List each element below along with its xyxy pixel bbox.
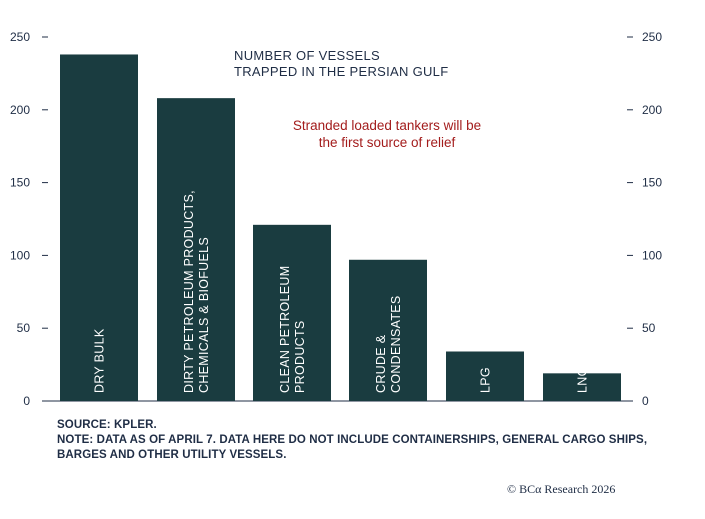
bar-label-1: DIRTY PETROLEUM PRODUCTS,CHEMICALS & BIO… <box>182 190 211 393</box>
publisher-credit: © BCα Research 2026 <box>507 482 616 496</box>
data-note-line-2: BARGES AND OTHER UTILITY VESSELS. <box>57 449 287 461</box>
y-axis-left-tick-label: 150 <box>10 176 30 190</box>
chart-footer: SOURCE: KPLER. NOTE: DATA AS OF APRIL 7.… <box>57 418 677 463</box>
y-axis-right-tick-label: 100 <box>642 248 662 262</box>
y-axis-left-tick-label: 250 <box>10 30 30 44</box>
y-axis-right-tick-label: 50 <box>642 321 656 335</box>
bar-0 <box>60 54 138 402</box>
bar-label-2: CLEAN PETROLEUMPRODUCTS <box>278 266 307 393</box>
bar-5 <box>543 373 621 401</box>
y-axis-right-tick-label: 150 <box>642 176 662 190</box>
bar-4 <box>446 351 524 401</box>
chart-title: NUMBER OF VESSELS TRAPPED IN THE PERSIAN … <box>234 48 448 79</box>
source-note: SOURCE: KPLER. <box>57 419 157 431</box>
y-axis-left-tick-label: 50 <box>17 321 31 335</box>
bar-3 <box>349 259 427 401</box>
bar-label-5: LNG <box>576 366 590 393</box>
y-axis-left-tick-label: 100 <box>10 248 30 262</box>
bar-label-3: CRUDE &CONDENSATES <box>374 295 403 393</box>
bar-1 <box>157 98 235 401</box>
y-axis-left-tick-label: 0 <box>23 394 30 408</box>
y-axis-left-tick-label: 200 <box>10 103 30 117</box>
data-note-line-1: NOTE: DATA AS OF APRIL 7. DATA HERE DO N… <box>57 434 648 446</box>
y-axis-right-tick-label: 200 <box>642 103 662 117</box>
bar-label-4: LPG <box>479 367 493 393</box>
bar-label-0: DRY BULK <box>93 328 107 393</box>
y-axis-right-tick-label: 250 <box>642 30 662 44</box>
bar-2 <box>253 224 331 401</box>
chart-annotation: Stranded loaded tankers will be the first… <box>293 118 481 150</box>
y-axis-right-tick-label: 0 <box>642 394 649 408</box>
